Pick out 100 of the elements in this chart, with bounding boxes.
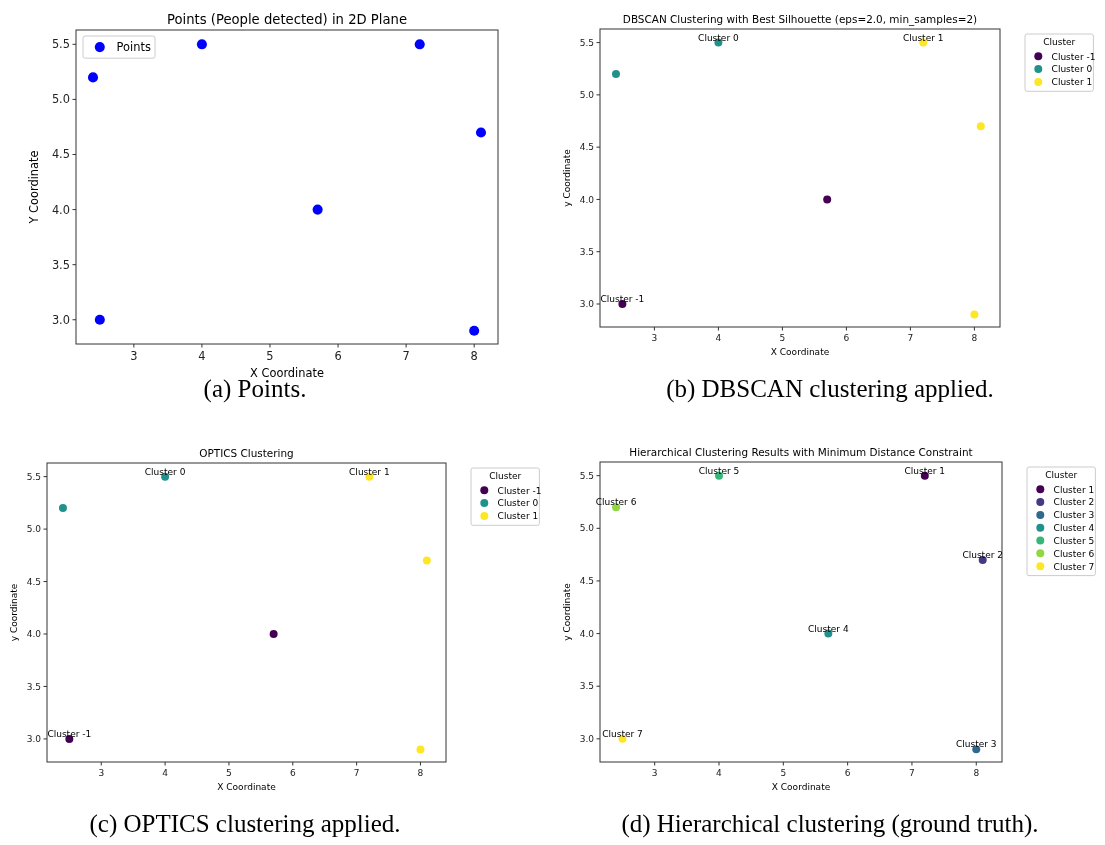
x-tick-label: 8 <box>470 349 478 364</box>
annotation: Cluster 1 <box>349 466 390 477</box>
y-tick-label: 4.5 <box>51 147 70 162</box>
y-tick-label: 3.0 <box>579 734 595 744</box>
y-tick-label: 5.0 <box>579 90 595 101</box>
legend-label: Cluster -1 <box>497 485 542 496</box>
annotation: Cluster -1 <box>47 728 92 739</box>
x-tick-label: 5 <box>226 768 232 779</box>
x-tick-label: 7 <box>353 768 360 779</box>
x-tick-label: 3 <box>651 333 658 344</box>
y-tick-label: 4.5 <box>579 576 594 587</box>
y-tick-label: 4.0 <box>26 629 42 640</box>
annotation: Cluster 7 <box>602 728 643 739</box>
y-tick-label: 4.5 <box>579 142 594 153</box>
annotation: Cluster 0 <box>698 32 739 43</box>
x-tick-label: 6 <box>334 349 342 364</box>
y-tick-label: 3.0 <box>579 299 595 310</box>
annotation: Cluster 6 <box>595 497 637 508</box>
x-tick-label: 5 <box>779 333 786 344</box>
x-tick-label: 8 <box>973 768 980 779</box>
y-tick-label: 3.5 <box>51 257 70 272</box>
x-tick-label: 7 <box>909 768 915 779</box>
x-tick-label: 3 <box>651 768 658 779</box>
point <box>312 204 323 215</box>
x-tick-label: 7 <box>907 333 914 344</box>
x-tick-label: 7 <box>402 349 410 364</box>
point <box>612 69 620 78</box>
x-tick-label: 8 <box>417 768 424 779</box>
x-axis-title: X Coordinate <box>217 781 277 792</box>
point <box>416 745 425 754</box>
text: (b) DBSCAN clustering applied. <box>666 375 994 403</box>
annotation: Cluster 1 <box>902 32 944 43</box>
legend-label: Cluster 0 <box>1051 64 1093 75</box>
chart-title: Hierarchical Clustering Results with Minimum Distance Constraint <box>629 446 973 458</box>
y-tick-label: 3.0 <box>51 312 70 327</box>
text: (d) Hierarchical clustering (ground truth). <box>621 810 1039 838</box>
point <box>269 630 278 638</box>
legend-label: Cluster -1 <box>1051 51 1096 62</box>
annotation: Cluster 4 <box>808 623 849 634</box>
legend-label: Cluster 2 <box>1053 497 1095 508</box>
legend-label: Cluster 3 <box>1053 510 1095 521</box>
legend-label: Points <box>116 40 151 55</box>
y-axis-title: Y Coordinate <box>26 150 41 225</box>
point <box>976 122 985 131</box>
x-tick-label: 3 <box>130 349 138 364</box>
x-tick-label: 8 <box>971 333 978 344</box>
point <box>196 39 207 50</box>
y-tick-label: 5.5 <box>51 37 70 52</box>
legend-label: Cluster 1 <box>1051 77 1093 88</box>
y-tick-label: 3.5 <box>26 681 41 692</box>
y-axis-title: y Coordinate <box>561 582 572 641</box>
point <box>414 39 425 50</box>
point <box>58 504 67 513</box>
x-tick-label: 4 <box>716 768 723 779</box>
y-tick-label: 5.5 <box>26 471 41 482</box>
x-tick-label: 6 <box>289 768 296 779</box>
point <box>469 325 480 336</box>
x-axis-title: X Coordinate <box>770 346 830 357</box>
legend-title: Cluster <box>1045 469 1078 480</box>
y-tick-label: 5.5 <box>579 470 594 481</box>
x-tick-label: 4 <box>198 349 206 364</box>
x-axis-title: X Coordinate <box>771 781 831 792</box>
y-tick-label: 4.0 <box>579 194 595 205</box>
legend-label: Cluster 7 <box>1053 561 1095 572</box>
point <box>87 72 99 83</box>
x-tick-label: 5 <box>780 768 787 779</box>
y-tick-label: 4.0 <box>579 628 595 639</box>
legend-title: Cluster <box>489 470 522 481</box>
x-tick-label: 4 <box>162 768 169 779</box>
y-tick-label: 5.0 <box>579 523 595 534</box>
y-tick-label: 3.5 <box>579 681 594 692</box>
point <box>475 127 487 138</box>
text: (c) OPTICS clustering applied. <box>89 810 401 838</box>
legend-label: Cluster 1 <box>1053 484 1095 495</box>
legend-title: Cluster <box>1043 36 1076 47</box>
legend-label: Cluster 5 <box>1053 535 1095 546</box>
annotation: Cluster 5 <box>698 465 740 476</box>
point <box>422 556 431 565</box>
y-axis-title: y Coordinate <box>561 148 572 207</box>
legend-label: Cluster 6 <box>1053 548 1095 559</box>
legend-label: Cluster 0 <box>497 498 539 509</box>
chart-title: OPTICS Clustering <box>199 447 294 459</box>
x-tick-label: 6 <box>844 768 851 779</box>
annotation: Cluster 0 <box>144 466 186 477</box>
y-tick-label: 5.0 <box>26 524 42 535</box>
x-tick-label: 3 <box>98 768 105 779</box>
y-tick-label: 4.0 <box>51 202 70 217</box>
x-axis-title: X Coordinate <box>250 366 324 381</box>
annotation: Cluster 1 <box>904 465 946 476</box>
annotation: Cluster -1 <box>600 294 645 304</box>
legend-label: Cluster 1 <box>497 511 539 522</box>
y-tick-label: 3.0 <box>26 734 42 745</box>
y-tick-label: 5.0 <box>51 92 70 107</box>
chart-title: Points (People detected) in 2D Plane <box>166 12 408 27</box>
x-tick-label: 6 <box>843 333 850 344</box>
y-axis-title: y Coordinate <box>8 583 19 642</box>
point <box>970 310 979 319</box>
point <box>823 195 832 204</box>
annotation: Cluster 3 <box>955 739 997 750</box>
y-tick-label: 5.5 <box>579 37 594 48</box>
